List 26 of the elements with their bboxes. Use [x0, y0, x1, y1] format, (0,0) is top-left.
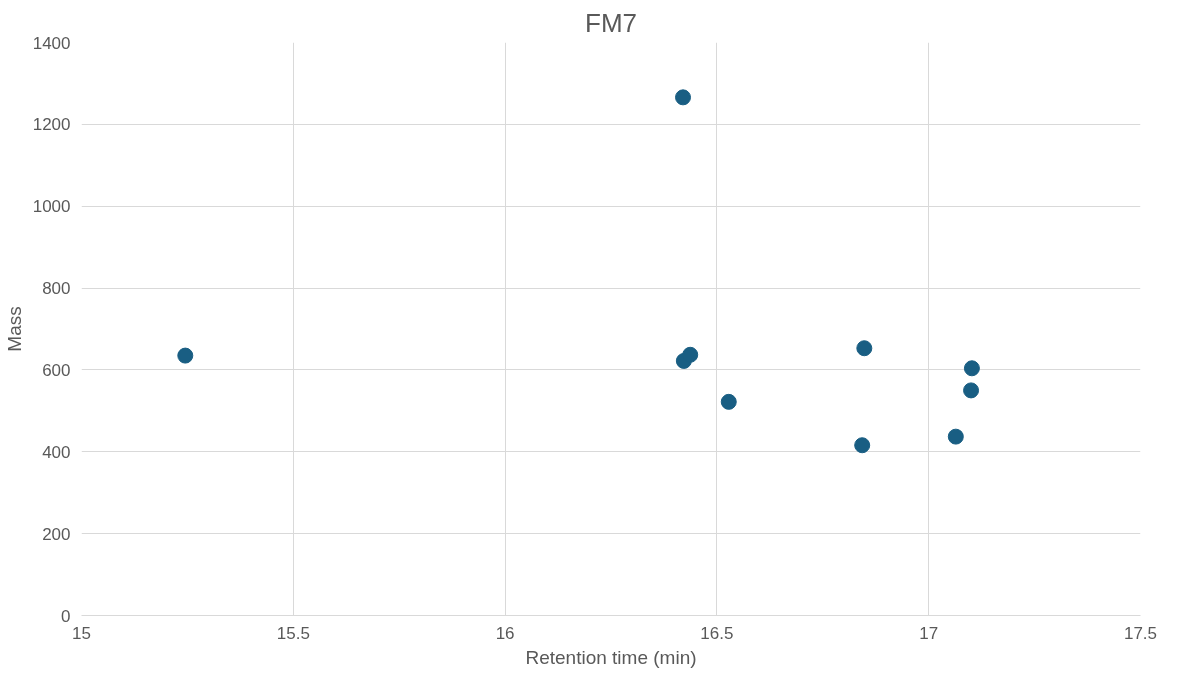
y-tick-label: 400 — [42, 442, 71, 462]
y-tick-label: 0 — [61, 606, 71, 626]
x-tick-label: 15 — [72, 623, 91, 643]
point — [947, 428, 964, 445]
point — [963, 360, 980, 377]
y-tick-label: 1400 — [32, 33, 71, 53]
point — [854, 437, 871, 454]
y-tick-label: 1000 — [32, 197, 71, 217]
x-tick-label: 17.5 — [1123, 623, 1158, 643]
point — [177, 347, 194, 364]
y-tick-label: 200 — [42, 524, 71, 544]
point — [963, 382, 980, 399]
y-axis-title: Mass — [3, 306, 25, 352]
point — [675, 89, 692, 106]
point — [856, 340, 873, 357]
point — [682, 346, 699, 363]
x-axis-title: Retention time (min) — [525, 646, 697, 668]
x-tick-label: 16.5 — [700, 623, 734, 643]
y-tick-label: 600 — [42, 360, 71, 380]
x-tick-label: 15.5 — [276, 623, 310, 643]
x-tick-label: 16 — [495, 623, 515, 643]
x-tick-label: 17 — [919, 623, 939, 643]
point — [720, 393, 737, 410]
y-tick-label: 800 — [42, 279, 71, 299]
y-tick-label: 1200 — [32, 115, 71, 135]
chart-title: FM7 — [585, 7, 637, 38]
